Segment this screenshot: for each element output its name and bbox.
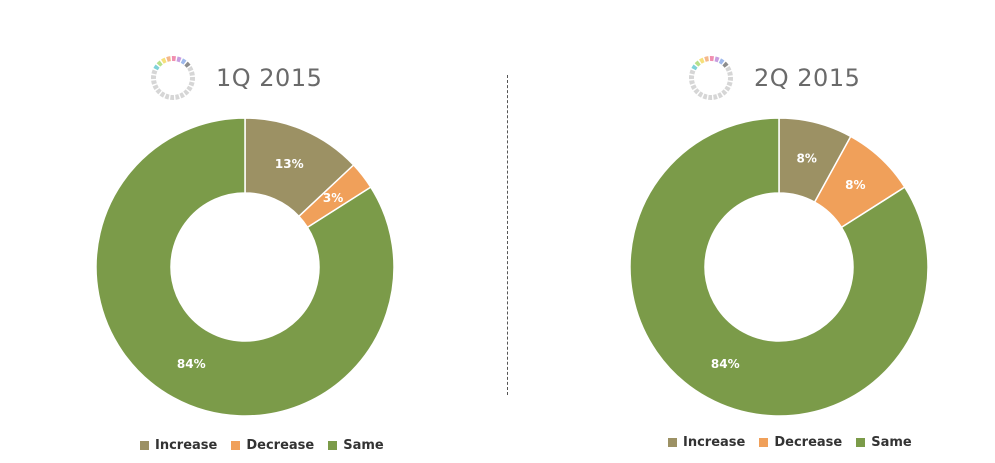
legend-item-increase: Increase [140,438,217,453]
ring-icon-segment [727,71,733,76]
chart-legend: Increase Decrease Same [668,435,926,450]
ring-icon-segment [722,61,729,68]
ring-icon-segment [159,91,166,98]
ring-icon-segment [689,69,696,75]
ring-icon-segment [151,69,158,75]
ring-icon-segment [725,66,732,72]
legend-swatch-same [328,441,338,450]
donut-slice-same [95,117,395,417]
ring-icon-segment [724,85,731,92]
ring-icon-segment [151,75,157,80]
donut-chart: 13% 3% 84% [95,117,395,417]
legend-item-same: Same [856,435,912,450]
legend-label: Same [343,438,384,453]
donut-slice-same [629,117,929,417]
legend-label: Decrease [774,435,843,450]
ring-icon-segment [714,56,720,63]
ring-icon-segment [727,76,733,81]
chart-legend: Increase Decrease Same [140,438,398,453]
ring-icon-segment [152,84,159,90]
legend-swatch-increase [140,441,149,450]
ring-icon-segment [690,84,697,90]
slice-data-label: 13% [275,157,304,171]
chart-title: 1Q 2015 [216,64,323,92]
ring-icon-segment [718,58,725,65]
ring-icon-segment [175,94,180,100]
legend-label: Same [871,435,912,450]
ring-icon-segment [187,66,194,72]
chart-header: 1Q 2015 [148,52,322,104]
ring-icon-segment [188,81,195,87]
legend-label: Increase [155,438,218,453]
ring-icon-segment [186,85,193,92]
ring-icon-segment [151,80,157,85]
chart-panel-1q-2015: 1Q 2015 13% 3% 84% Increase Decrease Same [0,0,495,463]
ring-icon-segment [166,56,171,62]
legend-swatch-increase [668,438,677,447]
segmented-ring-icon [151,56,195,100]
chart-panel-2q-2015: 2Q 2015 8% 8% 84% Increase Decrease Same [510,0,995,463]
legend-swatch-decrease [759,438,769,447]
ring-icon-segment [189,76,195,81]
ring-icon-segment [156,60,163,67]
ring-icon-segment [721,89,728,96]
donut-chart: 8% 8% 84% [629,117,929,417]
legend-label: Decrease [246,438,315,453]
chart-title: 2Q 2015 [754,64,861,92]
ring-icon-segment [726,81,733,87]
legend-item-same: Same [328,438,384,453]
ring-icon-segment [164,93,170,100]
ring-icon-segment [691,64,698,71]
ring-icon-segment [713,94,718,100]
slice-data-label: 84% [711,357,740,371]
slice-data-label: 84% [177,357,206,371]
ring-icon-segment [183,89,190,96]
ring-icon-segment [180,58,187,65]
legend-label: Increase [683,435,746,450]
ring-icon-segment [689,80,695,85]
ring-icon-segment [189,71,195,76]
ring-icon-segment [702,93,708,100]
ring-icon-segment [709,56,714,62]
segmented-ring-icon [689,56,733,100]
slice-data-label: 8% [845,178,865,192]
legend-swatch-same [856,438,866,447]
ring-icon-segment [708,94,713,100]
legend-item-decrease: Decrease [231,438,314,453]
legend-swatch-decrease [231,441,241,450]
legend-item-increase: Increase [668,435,745,450]
ring-icon-segment [171,56,176,62]
ring-icon-segment [693,88,700,95]
dashed-divider [507,75,508,395]
ring-icon-segment [153,64,160,71]
ring-icon-segment [717,92,723,99]
ring-icon-segment [699,57,705,64]
ring-icon-segment [689,75,695,80]
slice-data-label: 3% [323,191,343,205]
slice-data-label: 8% [797,152,817,166]
ring-icon-segment [170,94,175,100]
ring-icon-segment [694,60,701,67]
ring-icon-segment [155,88,162,95]
chart-header: 2Q 2015 [686,52,860,104]
ring-icon-segment [184,61,191,68]
ring-icon-segment [704,56,709,62]
ring-icon-segment [179,92,185,99]
ring-icon-segment [161,57,167,64]
ring-icon-segment [697,91,704,98]
legend-item-decrease: Decrease [759,435,842,450]
ring-icon-segment [176,56,182,63]
